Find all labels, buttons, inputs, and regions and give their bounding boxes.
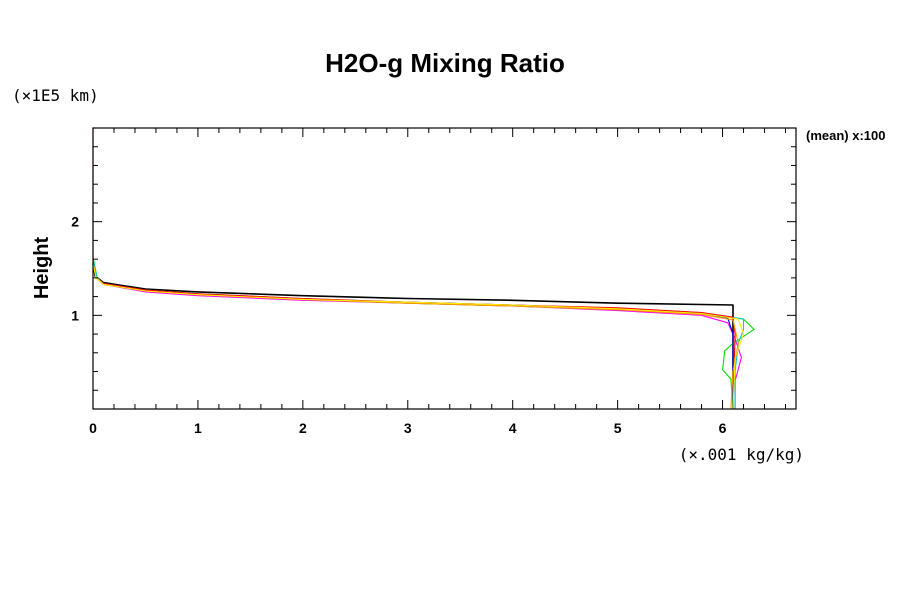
tick-layer: 0 1 2 3 4 5 6 1 2 <box>71 127 796 436</box>
series-line-0 <box>92 263 734 409</box>
x-axis-label: (×.001 kg/kg) <box>679 445 804 464</box>
series-layer <box>92 128 755 410</box>
series-line-4 <box>92 261 734 409</box>
x-tick-label: 4 <box>509 420 517 436</box>
x-tick-label: 5 <box>614 420 622 436</box>
y-axis-label: Height <box>31 237 53 300</box>
x-tick-label: 1 <box>194 420 202 436</box>
series-line-3 <box>92 260 745 409</box>
y-axis-unit: (×1E5 km) <box>12 86 99 105</box>
plot-frame <box>92 127 797 410</box>
x-tick-label: 3 <box>404 420 412 436</box>
series-line-2 <box>92 257 755 410</box>
series-line-6 <box>92 263 739 410</box>
series-line-7 <box>92 262 745 410</box>
x-tick-label: 0 <box>89 420 97 436</box>
x-tick-label: 2 <box>299 420 307 436</box>
chart-title: H2O-g Mixing Ratio <box>325 48 565 78</box>
mean-annotation: (mean) x:100 <box>806 128 885 143</box>
y-tick-label: 1 <box>71 307 79 323</box>
y-tick-label: 2 <box>71 214 79 230</box>
series-line-5 <box>92 262 736 410</box>
series-line-1 <box>92 128 742 409</box>
x-tick-label: 6 <box>719 420 727 436</box>
